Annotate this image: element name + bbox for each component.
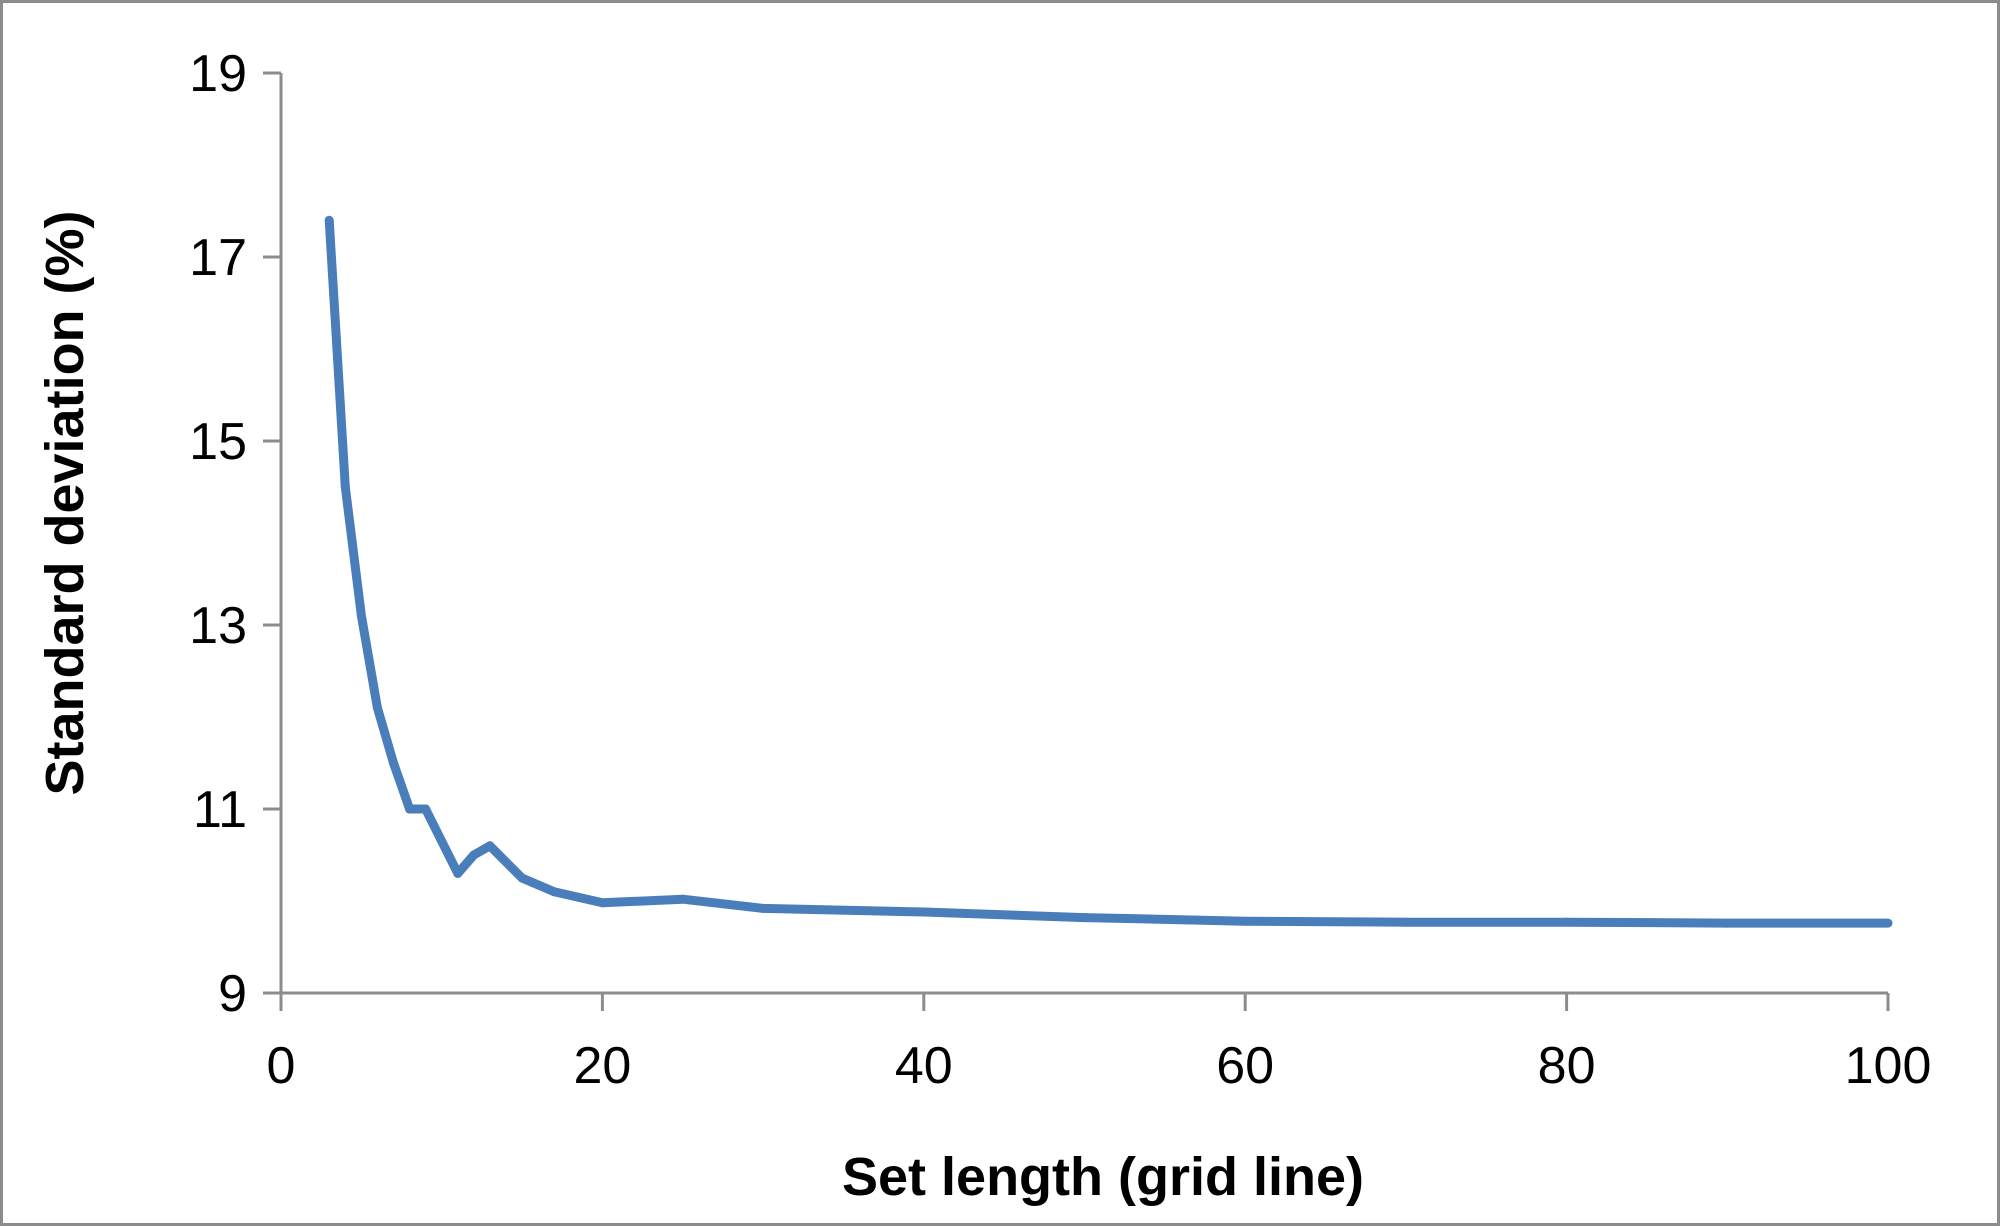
y-tick-label: 17 (189, 229, 247, 287)
data-point (388, 758, 398, 768)
data-point (549, 887, 559, 897)
x-tick-label: 20 (573, 1037, 631, 1095)
data-point (324, 215, 334, 225)
data-point (517, 873, 527, 883)
ticks: 9 11 13 15 17 19 0 20 40 60 80 100 (189, 45, 1931, 1095)
series-line (324, 219, 1888, 928)
data-point (597, 898, 607, 908)
y-tick-label: 9 (218, 965, 247, 1023)
x-tick-label: 60 (1216, 1037, 1274, 1095)
data-point (485, 841, 495, 851)
x-tick-label: 80 (1538, 1037, 1596, 1095)
x-tick-label: 0 (267, 1037, 296, 1095)
data-point (678, 894, 688, 904)
y-tick-label: 11 (193, 781, 247, 839)
y-tick-label: 15 (189, 413, 247, 471)
y-tick-label: 13 (189, 597, 247, 655)
data-point (356, 611, 366, 621)
data-point (372, 703, 382, 713)
data-point (340, 482, 350, 492)
x-axis-title: Set length (grid line) (842, 1147, 1364, 1207)
y-axis-title: Standard deviation (%) (35, 210, 95, 795)
y-tick-label: 19 (189, 45, 247, 103)
axes (279, 73, 1888, 995)
data-point (758, 903, 768, 913)
series-layer (324, 215, 1893, 928)
data-point (1240, 916, 1250, 926)
data-point (1883, 918, 1893, 928)
data-point (1562, 917, 1572, 927)
x-tick-label: 40 (895, 1037, 953, 1095)
data-point (421, 804, 431, 814)
data-point (1080, 913, 1089, 923)
data-point (469, 850, 479, 860)
data-point (437, 836, 447, 846)
x-tick-label: 100 (1845, 1037, 1932, 1095)
data-point (1401, 917, 1411, 927)
data-point (919, 907, 929, 917)
data-point (453, 868, 463, 878)
data-point (405, 804, 415, 814)
data-point (1722, 918, 1732, 928)
line-chart: 9 11 13 15 17 19 0 20 40 60 80 100 Set length (grid… (35, 45, 1931, 1207)
